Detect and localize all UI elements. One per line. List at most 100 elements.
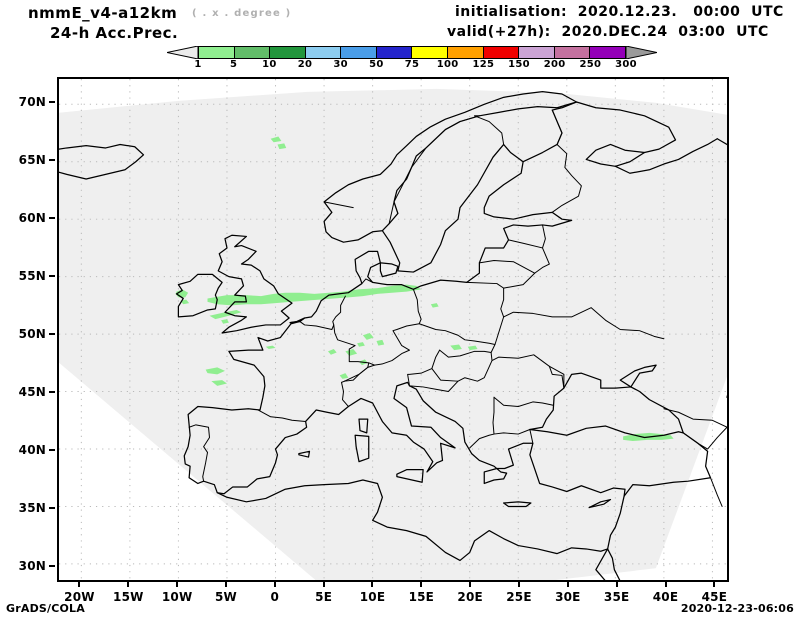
colorbar-segment-8 <box>483 47 520 58</box>
lat-tick-60N: 60N <box>18 211 46 226</box>
border-by_lt_lv <box>503 224 550 289</box>
border-ru_ge_az <box>663 408 727 428</box>
coastline-redsea <box>595 548 621 580</box>
border-iq_ir <box>710 477 723 507</box>
border-fr_es <box>257 409 307 422</box>
precip-area-20 <box>339 373 349 379</box>
coastline-corsica <box>358 418 369 434</box>
border-dk_de <box>361 278 374 285</box>
coastline-sardinia <box>354 434 370 463</box>
lon-tickmark-30E <box>566 581 569 587</box>
initialisation-time: initialisation: 2020.12.23. 00:00 UTC <box>455 4 784 20</box>
lon-tickmark-0 <box>273 581 276 587</box>
colorbar-segment-3 <box>305 47 342 58</box>
border-ua_mo <box>548 365 565 389</box>
coastline-levant <box>606 495 625 550</box>
field-title: 24-h Acc.Prec. <box>50 24 179 42</box>
colorbar-label-125: 125 <box>472 59 495 70</box>
lon-tickmark-5E <box>322 581 325 587</box>
precip-area-5 <box>205 367 226 375</box>
colorbar-label-1: 1 <box>194 59 202 70</box>
lat-tickmark-55N <box>49 275 55 278</box>
colorbar: 1 5 10 20 30 50 75 100 125 150 200 250 300 <box>167 46 657 70</box>
valid-time: valid(+27h): 2020.DEC.24 03:00 UTC <box>447 24 769 40</box>
lat-tickmark-70N <box>49 101 55 104</box>
coastline-crete <box>503 501 532 508</box>
precip-area-8 <box>327 349 337 355</box>
border-ro_bg2 <box>493 396 554 407</box>
lat-tickmark-30N <box>49 564 55 567</box>
coastline-dvina <box>716 138 727 146</box>
coastline-sweden_finland <box>381 143 573 283</box>
border-pt_es <box>188 424 210 482</box>
latitude-axis: 70N 65N 60N 55N 50N 45N 40N 35N 30N <box>0 0 57 618</box>
precip-area-9 <box>345 349 358 356</box>
border-de_pl <box>412 288 422 325</box>
colorbar-label-300: 300 <box>615 59 637 70</box>
lat-tick-50N: 50N <box>18 327 46 342</box>
colorbar-label-5: 5 <box>230 59 238 70</box>
lon-tickmark-15E <box>420 581 423 587</box>
lat-tick-65N: 65N <box>18 153 46 168</box>
lat-tick-55N: 55N <box>18 269 46 284</box>
colorbar-label-50: 50 <box>369 59 384 70</box>
border-am_az <box>697 426 727 450</box>
lon-tickmark-45E <box>713 581 716 587</box>
colorbar-segment-9 <box>519 47 555 58</box>
border-ua_by_ru <box>503 307 665 340</box>
lon-tickmark-15W <box>127 581 130 587</box>
longitude-axis: 20W 15W 10W 5W 0 5E 10E 15E 20E 25E 30E 35E 40E 45E <box>0 581 800 604</box>
colorbar-segment-11 <box>590 47 625 58</box>
coastline-sicily <box>396 469 424 483</box>
lat-tick-70N: 70N <box>18 95 46 110</box>
page-title: nmmE_v4-a12km <box>28 4 178 22</box>
colorbar-label-10: 10 <box>262 59 277 70</box>
border-it_ch <box>343 364 376 382</box>
lon-tickmark-20W <box>78 581 81 587</box>
lat-tickmark-60N <box>49 217 55 220</box>
border-at_hu_si <box>407 349 441 387</box>
lon-tick-20W: 20W <box>64 590 95 604</box>
colorbar-over-cap <box>625 46 657 59</box>
lon-tick-5W: 5W <box>214 590 237 604</box>
coastline-cyprus <box>588 498 612 509</box>
lat-tickmark-45N <box>49 391 55 394</box>
precip-area-17 <box>277 143 287 150</box>
coastline-france_iberia <box>183 317 349 495</box>
precip-area-14 <box>467 345 478 351</box>
lon-tick-20E: 20E <box>457 590 483 604</box>
colorbar-under-cap <box>167 46 199 59</box>
border-se_fi <box>474 115 505 158</box>
colorbar-segment-10 <box>554 47 591 58</box>
coastline-iceland <box>59 143 145 180</box>
map-plot-area[interactable] <box>57 77 729 582</box>
lon-tick-15E: 15E <box>408 590 435 604</box>
precip-area-16 <box>270 136 282 143</box>
colorbar-label-75: 75 <box>404 59 420 70</box>
coastline-layer <box>59 90 727 580</box>
coastline-baltic_se <box>289 250 468 324</box>
border-hu_hr_rs <box>431 352 493 382</box>
lon-tick-5E: 5E <box>315 590 333 604</box>
border-gr_mk_al <box>469 433 495 449</box>
lon-tickmark-40E <box>664 581 667 587</box>
map-canvas <box>59 79 727 580</box>
border-pl_by_lt <box>466 281 505 345</box>
coastline-baleares <box>298 450 311 458</box>
border-bg_gr <box>493 429 531 435</box>
precip-area-4 <box>221 319 229 324</box>
colorbar-label-30: 30 <box>333 59 348 70</box>
colorbar-segment-5 <box>376 47 413 58</box>
lat-tickmark-35N <box>49 506 55 509</box>
lon-tick-40E: 40E <box>652 590 679 604</box>
colorbar-tick-labels: 1 5 10 20 30 50 75 100 125 150 200 250 300 <box>167 59 657 70</box>
resolution-subtitle: ( . x . degree ) <box>192 8 292 19</box>
coastline-nafrica <box>216 479 609 562</box>
footer-timestamp: 2020-12-23-06:06 <box>680 602 794 615</box>
colorbar-segment-1 <box>234 47 271 58</box>
lon-tick-30E: 30E <box>555 590 581 604</box>
colorbar-segment-6 <box>412 47 449 58</box>
precip-area-6 <box>211 380 227 386</box>
lon-tickmark-35E <box>615 581 618 587</box>
lon-tickmark-20E <box>469 581 472 587</box>
